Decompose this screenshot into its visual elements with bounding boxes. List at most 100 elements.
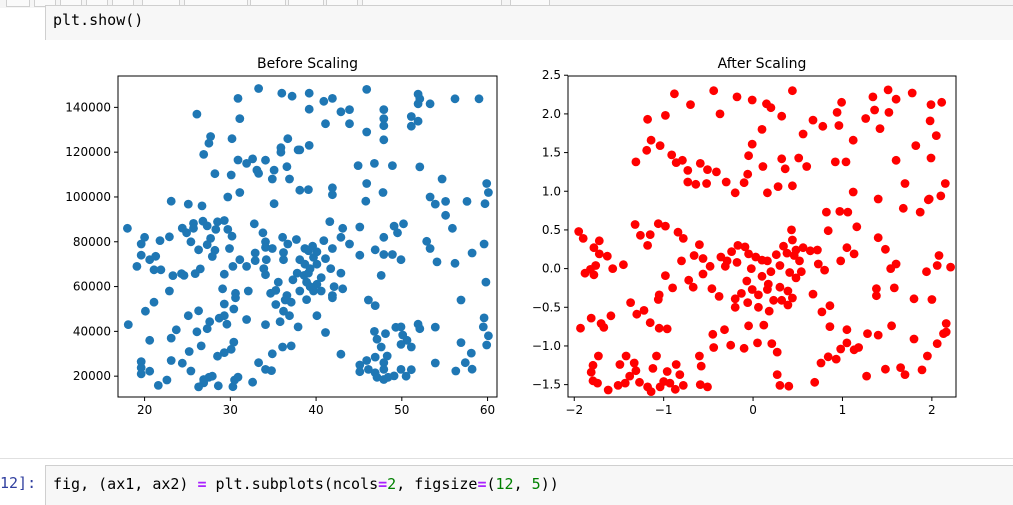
data-point xyxy=(448,223,457,233)
data-point xyxy=(202,240,212,250)
data-point xyxy=(389,221,399,231)
code-token: )) xyxy=(540,475,559,493)
data-point xyxy=(695,240,704,250)
data-point xyxy=(467,364,477,374)
data-point xyxy=(415,324,425,334)
cell-code: plt.show() xyxy=(53,11,144,29)
data-point xyxy=(141,306,150,316)
data-point xyxy=(437,174,447,184)
code-cell-input[interactable]: plt.show() xyxy=(45,5,1013,41)
data-point xyxy=(726,340,736,350)
y-tick-label: 2.0 xyxy=(542,107,561,121)
data-point xyxy=(645,318,655,328)
data-point xyxy=(820,265,829,275)
x-tick-label: −2 xyxy=(565,403,583,417)
data-point xyxy=(376,342,386,352)
data-point xyxy=(785,268,795,277)
data-point xyxy=(316,273,326,282)
data-point xyxy=(667,150,677,160)
data-point xyxy=(689,251,699,260)
data-point xyxy=(837,97,846,107)
data-point xyxy=(194,382,204,392)
data-point xyxy=(213,217,222,227)
data-point xyxy=(668,283,677,293)
data-point xyxy=(852,222,862,232)
data-point xyxy=(379,365,389,374)
data-point xyxy=(759,320,769,330)
data-point xyxy=(189,223,198,233)
data-point xyxy=(325,217,335,227)
data-point xyxy=(271,286,281,295)
data-point xyxy=(456,338,466,347)
cell-divider xyxy=(0,458,1013,459)
data-point xyxy=(207,371,217,381)
data-point xyxy=(145,366,155,376)
data-point xyxy=(406,342,416,352)
data-point xyxy=(484,331,493,341)
data-point xyxy=(441,197,450,206)
data-point xyxy=(336,349,346,359)
data-point xyxy=(661,111,670,120)
data-point xyxy=(757,271,767,281)
data-point xyxy=(406,365,416,375)
data-point xyxy=(304,141,314,150)
data-point xyxy=(153,381,163,390)
data-point xyxy=(183,311,193,321)
data-point xyxy=(278,232,287,242)
data-point xyxy=(816,358,826,368)
data-point xyxy=(875,124,885,133)
data-point xyxy=(250,248,260,258)
data-point xyxy=(149,297,159,307)
data-point xyxy=(684,275,694,285)
data-point xyxy=(931,131,941,140)
data-point xyxy=(328,244,337,253)
data-point xyxy=(336,268,346,278)
data-point xyxy=(691,179,701,189)
data-point xyxy=(376,271,386,280)
y-tick-label: 0.5 xyxy=(542,223,561,237)
data-point xyxy=(231,293,240,303)
data-point xyxy=(763,279,773,289)
data-point xyxy=(155,236,165,246)
data-point xyxy=(843,207,853,217)
data-point xyxy=(732,92,742,102)
data-point xyxy=(379,135,389,145)
data-point xyxy=(381,329,390,338)
data-point xyxy=(808,115,818,125)
data-point xyxy=(630,220,640,229)
data-point xyxy=(479,239,489,249)
data-point xyxy=(261,155,270,165)
y-tick-label: 1.0 xyxy=(542,184,561,198)
data-point xyxy=(848,135,858,145)
data-point xyxy=(269,199,279,209)
data-point xyxy=(698,269,708,279)
data-point xyxy=(370,352,380,362)
toolbar-button[interactable] xyxy=(6,0,30,7)
data-point xyxy=(881,364,890,374)
data-point xyxy=(900,370,910,379)
data-point xyxy=(312,279,322,289)
data-point xyxy=(727,247,736,256)
data-point xyxy=(652,351,661,361)
data-point xyxy=(842,325,852,335)
cell-output: Before Scaling 20 30 40 50 60 20000 40000 60000 8… xyxy=(0,40,1013,455)
data-point xyxy=(925,116,935,126)
data-point xyxy=(940,179,950,188)
data-point xyxy=(362,179,372,188)
data-point xyxy=(836,256,846,266)
x-tick-label: 20 xyxy=(137,403,152,417)
code-token: plt.subplots(ncols xyxy=(206,475,379,493)
data-point xyxy=(798,243,808,253)
data-point xyxy=(766,267,776,277)
data-point xyxy=(883,85,893,95)
data-point xyxy=(279,248,288,257)
y-tick-label: 1.5 xyxy=(542,146,561,160)
data-point xyxy=(248,377,257,387)
data-point xyxy=(720,325,729,335)
data-point xyxy=(670,384,680,394)
data-point xyxy=(775,282,785,292)
subplot-after-scaling: After Scaling −2 −1 0 1 2 −1.5 −1.0 −0.5 0.0 0.5 1.… xyxy=(532,56,957,417)
data-point xyxy=(743,169,753,179)
data-point xyxy=(733,241,743,250)
code-cell-input[interactable]: fig, (ax1, ax2) = plt.subplots(ncols=2, … xyxy=(45,465,1013,505)
